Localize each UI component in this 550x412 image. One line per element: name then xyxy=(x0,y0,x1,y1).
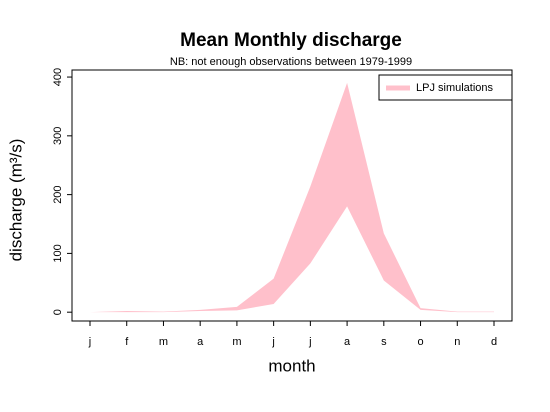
chart-subtitle: NB: not enough observations between 1979… xyxy=(170,56,412,68)
y-axis-label: discharge (m³/s) xyxy=(6,139,25,262)
x-tick-label: o xyxy=(417,336,423,348)
x-tick-label: n xyxy=(454,336,460,348)
x-tick-label: j xyxy=(271,336,274,348)
chart-title: Mean Monthly discharge xyxy=(180,30,402,51)
x-tick-label: s xyxy=(381,336,387,348)
x-axis-label: month xyxy=(268,356,315,375)
y-tick-label: 300 xyxy=(52,127,64,145)
legend-label: LPJ simulations xyxy=(416,82,494,94)
x-tick-label: m xyxy=(232,336,241,348)
x-tick-label: d xyxy=(491,336,497,348)
x-tick-label: a xyxy=(344,336,351,348)
x-tick-label: j xyxy=(88,336,91,348)
plot-frame xyxy=(71,69,513,322)
y-tick-label: 400 xyxy=(52,68,64,86)
x-tick-label: m xyxy=(159,336,168,348)
y-tick-label: 200 xyxy=(52,185,64,203)
band-area xyxy=(90,82,494,313)
y-tick-label: 100 xyxy=(52,244,64,262)
x-tick-label: f xyxy=(125,336,129,348)
x-tick-label: a xyxy=(197,336,204,348)
x-tick-label: j xyxy=(308,336,311,348)
y-tick-label: 0 xyxy=(52,309,64,315)
